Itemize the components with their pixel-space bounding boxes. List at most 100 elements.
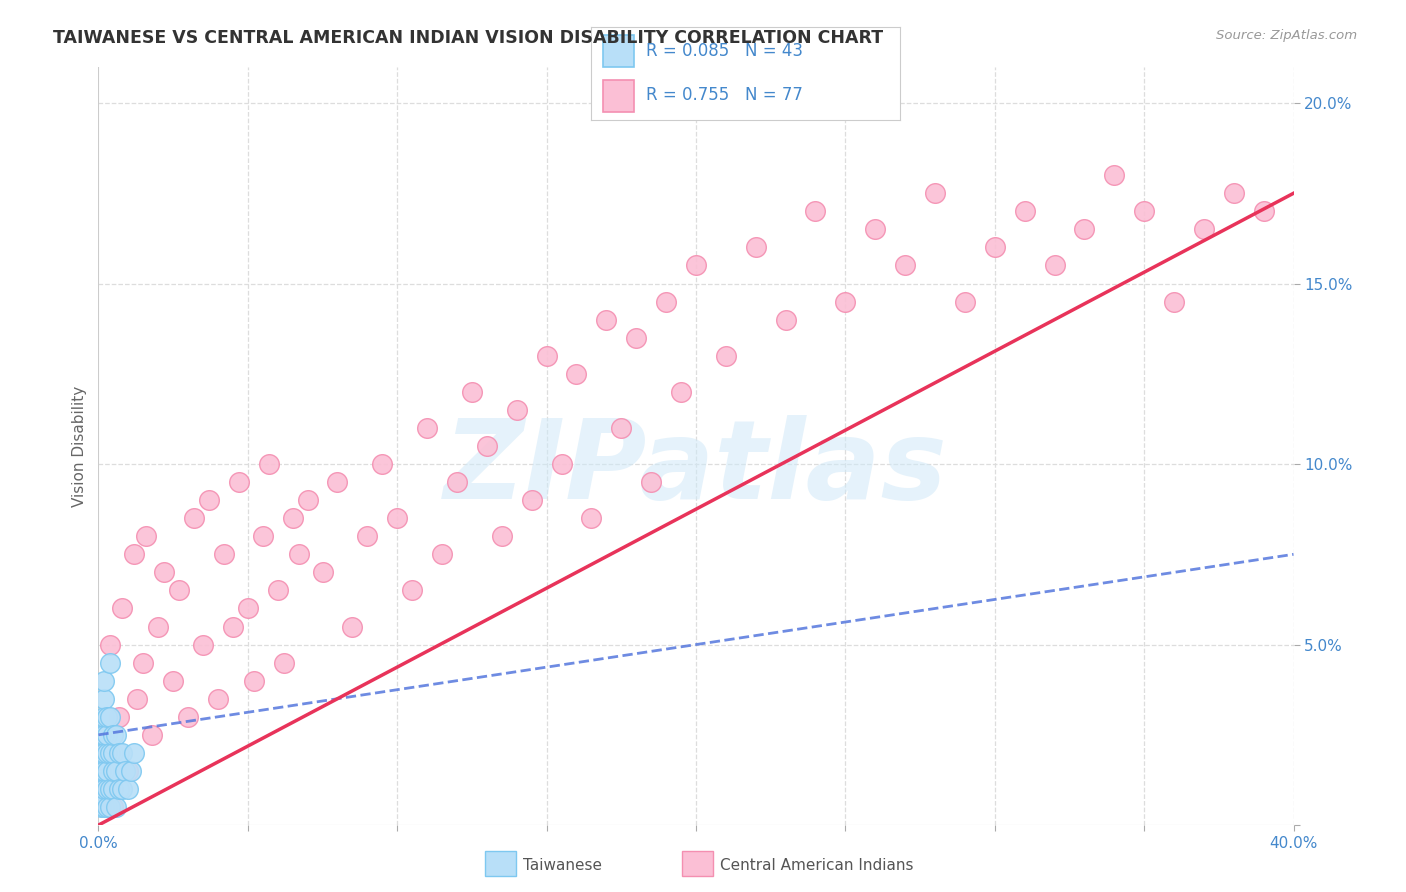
Point [141,728,163,742]
Point [103,764,125,778]
Text: ZIPatlas: ZIPatlas [444,416,948,522]
Point [96,728,118,742]
Point [228,475,250,489]
Text: Central American Indians: Central American Indians [720,858,914,872]
Point [371,457,394,471]
Point [207,691,229,706]
Point [167,583,190,598]
Point [93,800,115,814]
Point [626,331,648,345]
Point [595,312,617,326]
Point [243,673,266,688]
Point [287,547,309,561]
Point [183,511,205,525]
Point [297,493,319,508]
Point [191,638,214,652]
Point [124,746,146,760]
Point [446,475,468,489]
Point [311,566,333,580]
Point [162,673,184,688]
Point [98,638,122,652]
Point [98,746,122,760]
Point [90,800,112,814]
Point [461,384,484,399]
Point [177,710,200,724]
FancyBboxPatch shape [603,35,634,67]
Point [581,511,603,525]
Point [506,403,529,417]
Point [685,259,707,273]
Point [124,547,146,561]
Point [198,493,221,508]
Point [430,547,453,561]
Point [1223,186,1246,201]
Point [93,710,115,724]
Point [953,294,976,309]
Text: R = 0.755   N = 77: R = 0.755 N = 77 [647,87,803,104]
FancyBboxPatch shape [603,80,634,112]
Point [865,222,887,236]
Point [93,782,115,797]
Point [108,746,131,760]
Point [98,782,122,797]
Y-axis label: Vision Disability: Vision Disability [72,385,87,507]
Point [804,204,827,219]
Point [103,782,125,797]
Point [267,583,290,598]
Point [273,656,295,670]
Text: TAIWANESE VS CENTRAL AMERICAN INDIAN VISION DISABILITY CORRELATION CHART: TAIWANESE VS CENTRAL AMERICAN INDIAN VIS… [53,29,883,46]
Point [90,753,112,767]
Point [550,457,572,471]
Point [98,656,122,670]
Point [93,691,115,706]
Point [610,421,633,435]
Point [96,746,118,760]
Point [252,529,274,543]
Point [475,439,498,453]
Point [655,294,678,309]
Point [894,259,917,273]
Point [117,782,139,797]
Point [236,601,259,615]
Point [565,367,588,381]
Point [356,529,378,543]
Point [93,782,115,797]
Point [96,710,118,724]
Point [90,782,112,797]
Point [714,349,737,363]
Point [96,800,118,814]
Point [96,764,118,778]
Point [111,782,134,797]
Point [135,529,157,543]
Point [132,656,155,670]
Point [1192,222,1215,236]
Point [93,746,115,760]
Point [117,764,139,778]
Point [1253,204,1275,219]
Point [90,764,112,778]
Point [834,294,856,309]
Point [90,789,112,804]
Point [93,764,115,778]
Point [1043,259,1066,273]
Point [1073,222,1095,236]
Point [924,186,946,201]
Point [114,764,136,778]
Text: Taiwanese: Taiwanese [523,858,602,872]
Point [111,746,134,760]
Point [120,764,142,778]
Point [775,312,797,326]
Point [669,384,692,399]
Point [745,240,768,254]
Point [103,800,125,814]
Text: Source: ZipAtlas.com: Source: ZipAtlas.com [1216,29,1357,42]
Point [401,583,423,598]
Point [90,746,112,760]
Point [108,710,131,724]
Point [93,789,115,804]
Point [148,619,170,633]
Point [96,782,118,797]
Point [1163,294,1185,309]
Point [491,529,513,543]
Point [416,421,439,435]
